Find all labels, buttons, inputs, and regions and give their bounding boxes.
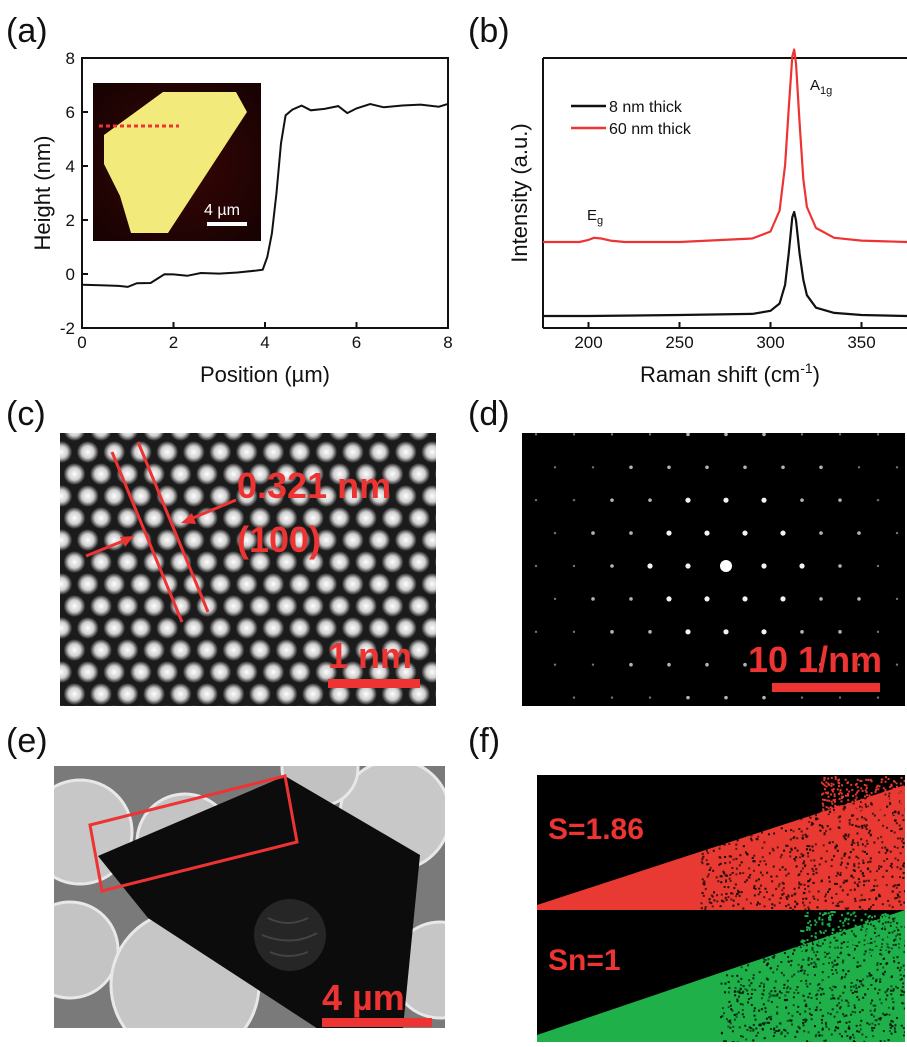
lattice-plane: (100): [237, 519, 321, 560]
scale-bar-e: [322, 1018, 432, 1027]
x-axis-label-a: Position (µm): [200, 362, 330, 387]
panel-letter-f: (f): [468, 722, 500, 760]
sn-ratio: Sn=1: [548, 944, 621, 977]
x-tick-label-b: 350: [847, 333, 875, 352]
y-tick-label-a: -2: [60, 319, 75, 338]
panel-letter-a: (a): [6, 12, 48, 50]
y-tick-label-a: 2: [66, 211, 75, 230]
saed-pattern: 10 1/nm: [421, 433, 907, 706]
panel-letter-e: (e): [6, 722, 48, 760]
y-tick-label-a: 0: [66, 265, 75, 284]
a1g-label: A1g: [810, 77, 832, 97]
hrtem-image: 0.321 nm (100) 1 nm: [37, 419, 470, 727]
x-tick-label-b: 250: [665, 333, 693, 352]
scale-bar-c: [328, 679, 420, 688]
x-tick-label-a: 2: [169, 333, 178, 352]
scale-label-d: 10 1/nm: [748, 639, 882, 680]
legend-60nm: 60 nm thick: [609, 121, 692, 138]
afm-inset-image: 4 µm: [93, 83, 261, 241]
eg-label: Eg: [587, 207, 603, 227]
scale-bar-d: [772, 683, 880, 692]
raman-spectra-chart: 200 250 300 350 Intensity (a.u.) Raman shif…: [507, 50, 907, 388]
lattice-spacing: 0.321 nm: [237, 465, 391, 506]
legend-8nm: 8 nm thick: [609, 99, 683, 116]
x-tick-label-b: 200: [574, 333, 602, 352]
raman-series-line: [543, 50, 907, 243]
raman-series-line: [543, 212, 907, 316]
inset-scale-label: 4 µm: [204, 202, 240, 219]
y-tick-label-a: 6: [66, 103, 75, 122]
x-tick-label-a: 0: [77, 333, 86, 352]
legend: 8 nm thick 60 nm thick: [571, 99, 692, 138]
panel-letter-c: (c): [6, 395, 46, 433]
x-tick-label-a: 6: [352, 333, 361, 352]
panel-letter-b: (b): [468, 12, 510, 50]
x-tick-label-a: 4: [260, 333, 269, 352]
scale-label-c: 1 nm: [328, 635, 412, 676]
y-tick-label-a: 8: [66, 49, 75, 68]
y-axis-label-a: Height (nm): [30, 136, 55, 251]
x-tick-label-b: 300: [756, 333, 784, 352]
y-axis-label-b: Intensity (a.u.): [507, 123, 532, 262]
scale-label-e: 4 µm: [322, 977, 405, 1018]
tem-image: 4 µm: [22, 730, 488, 1042]
panel-letter-d: (d): [468, 395, 510, 433]
inset-scale-bar: [207, 222, 247, 226]
x-tick-label-a: 8: [443, 333, 452, 352]
x-axis-label-b: Raman shift (cm-1): [640, 360, 820, 387]
s-ratio: S=1.86: [548, 813, 644, 846]
eds-maps: S=1.86 Sn=1: [537, 775, 907, 1042]
y-tick-label-a: 4: [66, 157, 75, 176]
